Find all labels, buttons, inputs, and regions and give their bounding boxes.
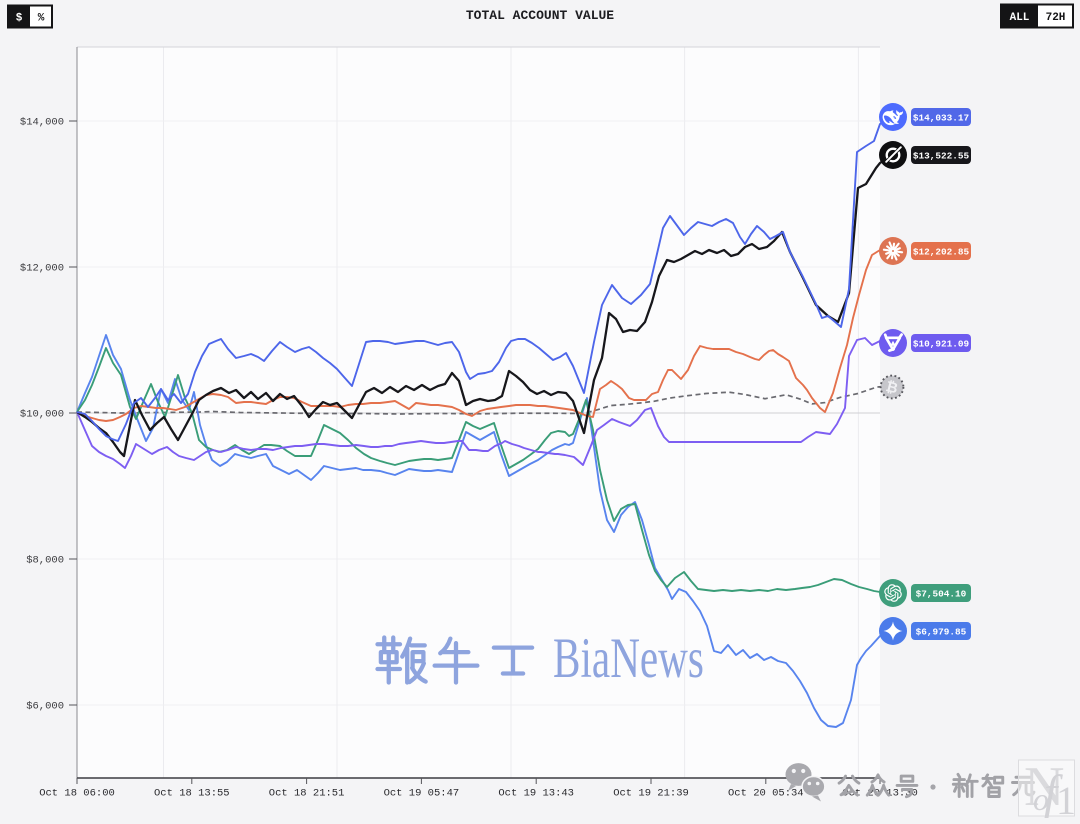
svg-text:BiaNews: BiaNews: [553, 627, 704, 690]
svg-text:Oct 19 21:39: Oct 19 21:39: [613, 788, 689, 800]
svg-text:$12,202.85: $12,202.85: [913, 246, 970, 257]
svg-text:$6,979.85: $6,979.85: [916, 626, 967, 637]
svg-text:$12,000: $12,000: [20, 263, 64, 275]
svg-text:$6,000: $6,000: [26, 701, 64, 713]
svg-text:$10,000: $10,000: [20, 409, 64, 421]
svg-text:ALL: ALL: [1010, 12, 1030, 24]
svg-text:$10,921.09: $10,921.09: [913, 338, 970, 349]
svg-text:$7,504.10: $7,504.10: [916, 588, 967, 599]
svg-text:₿: ₿: [884, 379, 900, 397]
svg-text:$8,000: $8,000: [26, 555, 64, 567]
svg-text:o: o: [1033, 781, 1049, 817]
svg-text:N: N: [1024, 756, 1064, 818]
svg-text:Oct 18 13:55: Oct 18 13:55: [154, 788, 230, 800]
svg-text:Oct 19 05:47: Oct 19 05:47: [384, 788, 460, 800]
svg-text:Oct 19 13:43: Oct 19 13:43: [498, 788, 574, 800]
svg-text:$: $: [16, 13, 23, 25]
svg-text:$13,522.55: $13,522.55: [913, 150, 970, 161]
svg-text:1: 1: [1056, 778, 1076, 823]
svg-text:Oct 20 05:34: Oct 20 05:34: [728, 788, 804, 800]
svg-text:72H: 72H: [1046, 12, 1066, 24]
svg-text:$14,033.17: $14,033.17: [913, 112, 969, 123]
svg-text:Oct 18 21:51: Oct 18 21:51: [269, 788, 345, 800]
svg-text:%: %: [38, 13, 45, 25]
svg-text:Oct 18 06:00: Oct 18 06:00: [39, 788, 115, 800]
svg-text:$14,000: $14,000: [20, 117, 64, 129]
svg-text:TOTAL ACCOUNT VALUE: TOTAL ACCOUNT VALUE: [466, 8, 614, 23]
